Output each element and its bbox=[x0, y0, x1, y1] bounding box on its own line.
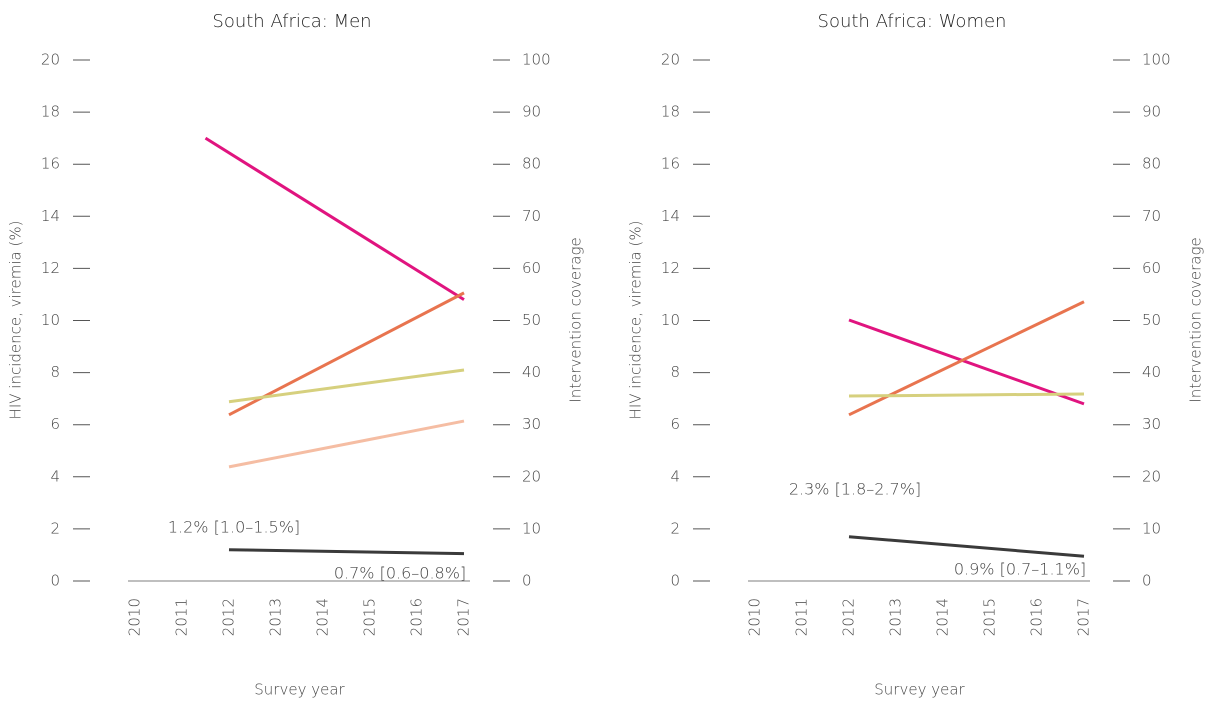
y2-tick-label: 50 bbox=[1142, 311, 1161, 329]
series-line bbox=[228, 419, 465, 469]
y-tick-label: 10 bbox=[41, 311, 60, 329]
y2-tick-label: 80 bbox=[522, 155, 541, 173]
x-tick-label: 2013 bbox=[267, 598, 285, 636]
series-line bbox=[848, 535, 1085, 558]
y-tick-label: 4 bbox=[50, 467, 60, 485]
x-tick-label: 2017 bbox=[455, 598, 473, 636]
x-axis-label: Survey year bbox=[874, 681, 965, 699]
y2-tick-label: 10 bbox=[1142, 519, 1161, 537]
x-tick-label: 2014 bbox=[314, 598, 332, 636]
x-tick-label: 2015 bbox=[981, 598, 999, 636]
chart-title: South Africa: Men bbox=[212, 11, 371, 32]
y2-tick-label: 60 bbox=[1142, 259, 1161, 277]
series-line bbox=[848, 392, 1085, 398]
annotation: 0.7% [0.6–0.8%] bbox=[334, 564, 466, 583]
x-tick-label: 2014 bbox=[934, 598, 952, 636]
series-line bbox=[228, 368, 465, 404]
y-tick-label: 2 bbox=[50, 519, 60, 537]
y-axis-label: HIV incidence, viremia (%) bbox=[627, 221, 645, 420]
y2-tick-label: 90 bbox=[1142, 103, 1161, 121]
y-tick-label: 12 bbox=[661, 259, 680, 277]
x-tick-label: 2010 bbox=[126, 598, 144, 636]
y-tick-label: 2 bbox=[670, 519, 680, 537]
y-tick-label: 20 bbox=[661, 51, 680, 69]
y-tick-label: 16 bbox=[41, 155, 60, 173]
y2-tick-label: 40 bbox=[522, 363, 541, 381]
y-tick-label: 4 bbox=[670, 467, 680, 485]
y2-tick-label: 80 bbox=[1142, 155, 1161, 173]
series-line bbox=[204, 136, 465, 301]
y2-tick-label: 100 bbox=[1142, 51, 1171, 69]
y-tick-label: 0 bbox=[50, 572, 60, 590]
y-tick-label: 8 bbox=[670, 363, 680, 381]
y-tick-label: 12 bbox=[41, 259, 60, 277]
x-tick-label: 2011 bbox=[173, 598, 191, 636]
series-line bbox=[848, 318, 1085, 406]
y2-tick-label: 40 bbox=[1142, 363, 1161, 381]
series-line bbox=[848, 300, 1085, 417]
y-tick-label: 14 bbox=[661, 207, 680, 225]
y-tick-label: 18 bbox=[661, 103, 680, 121]
series-line bbox=[228, 291, 465, 417]
y2-tick-label: 0 bbox=[1142, 572, 1152, 590]
y2-tick-label: 10 bbox=[522, 519, 541, 537]
y2-tick-label: 90 bbox=[522, 103, 541, 121]
y-tick-label: 6 bbox=[670, 415, 680, 433]
y-axis-label: HIV incidence, viremia (%) bbox=[7, 221, 25, 420]
y2-tick-label: 0 bbox=[522, 572, 532, 590]
y-tick-label: 20 bbox=[41, 51, 60, 69]
y-tick-label: 0 bbox=[670, 572, 680, 590]
x-tick-label: 2015 bbox=[361, 598, 379, 636]
x-tick-label: 2016 bbox=[1028, 598, 1046, 636]
y2-tick-label: 70 bbox=[1142, 207, 1161, 225]
x-tick-label: 2010 bbox=[746, 598, 764, 636]
annotation: 2.3% [1.8–2.7%] bbox=[789, 480, 921, 499]
x-tick-label: 2017 bbox=[1075, 598, 1093, 636]
y2-tick-label: 50 bbox=[522, 311, 541, 329]
y2-tick-label: 30 bbox=[1142, 415, 1161, 433]
chart-title: South Africa: Women bbox=[818, 11, 1007, 32]
y-tick-label: 14 bbox=[41, 207, 60, 225]
y2-tick-label: 20 bbox=[1142, 467, 1161, 485]
x-tick-label: 2012 bbox=[840, 598, 858, 636]
y-tick-label: 6 bbox=[50, 415, 60, 433]
y2-tick-label: 20 bbox=[522, 467, 541, 485]
x-tick-label: 2012 bbox=[220, 598, 238, 636]
annotation: 1.2% [1.0–1.5%] bbox=[168, 518, 300, 537]
x-tick-label: 2016 bbox=[408, 598, 426, 636]
x-tick-label: 2013 bbox=[887, 598, 905, 636]
annotation: 0.9% [0.7–1.1%] bbox=[954, 560, 1086, 579]
y-tick-label: 8 bbox=[50, 363, 60, 381]
y2-axis-label: Intervention coverage bbox=[567, 237, 585, 402]
y-tick-label: 16 bbox=[661, 155, 680, 173]
y2-tick-label: 70 bbox=[522, 207, 541, 225]
y-tick-label: 10 bbox=[661, 311, 680, 329]
y2-axis-label: Intervention coverage bbox=[1187, 237, 1205, 402]
y-tick-label: 18 bbox=[41, 103, 60, 121]
y2-tick-label: 30 bbox=[522, 415, 541, 433]
y2-tick-label: 100 bbox=[522, 51, 551, 69]
series-line bbox=[228, 548, 465, 556]
x-axis-label: Survey year bbox=[254, 681, 345, 699]
x-tick-label: 2011 bbox=[793, 598, 811, 636]
y2-tick-label: 60 bbox=[522, 259, 541, 277]
